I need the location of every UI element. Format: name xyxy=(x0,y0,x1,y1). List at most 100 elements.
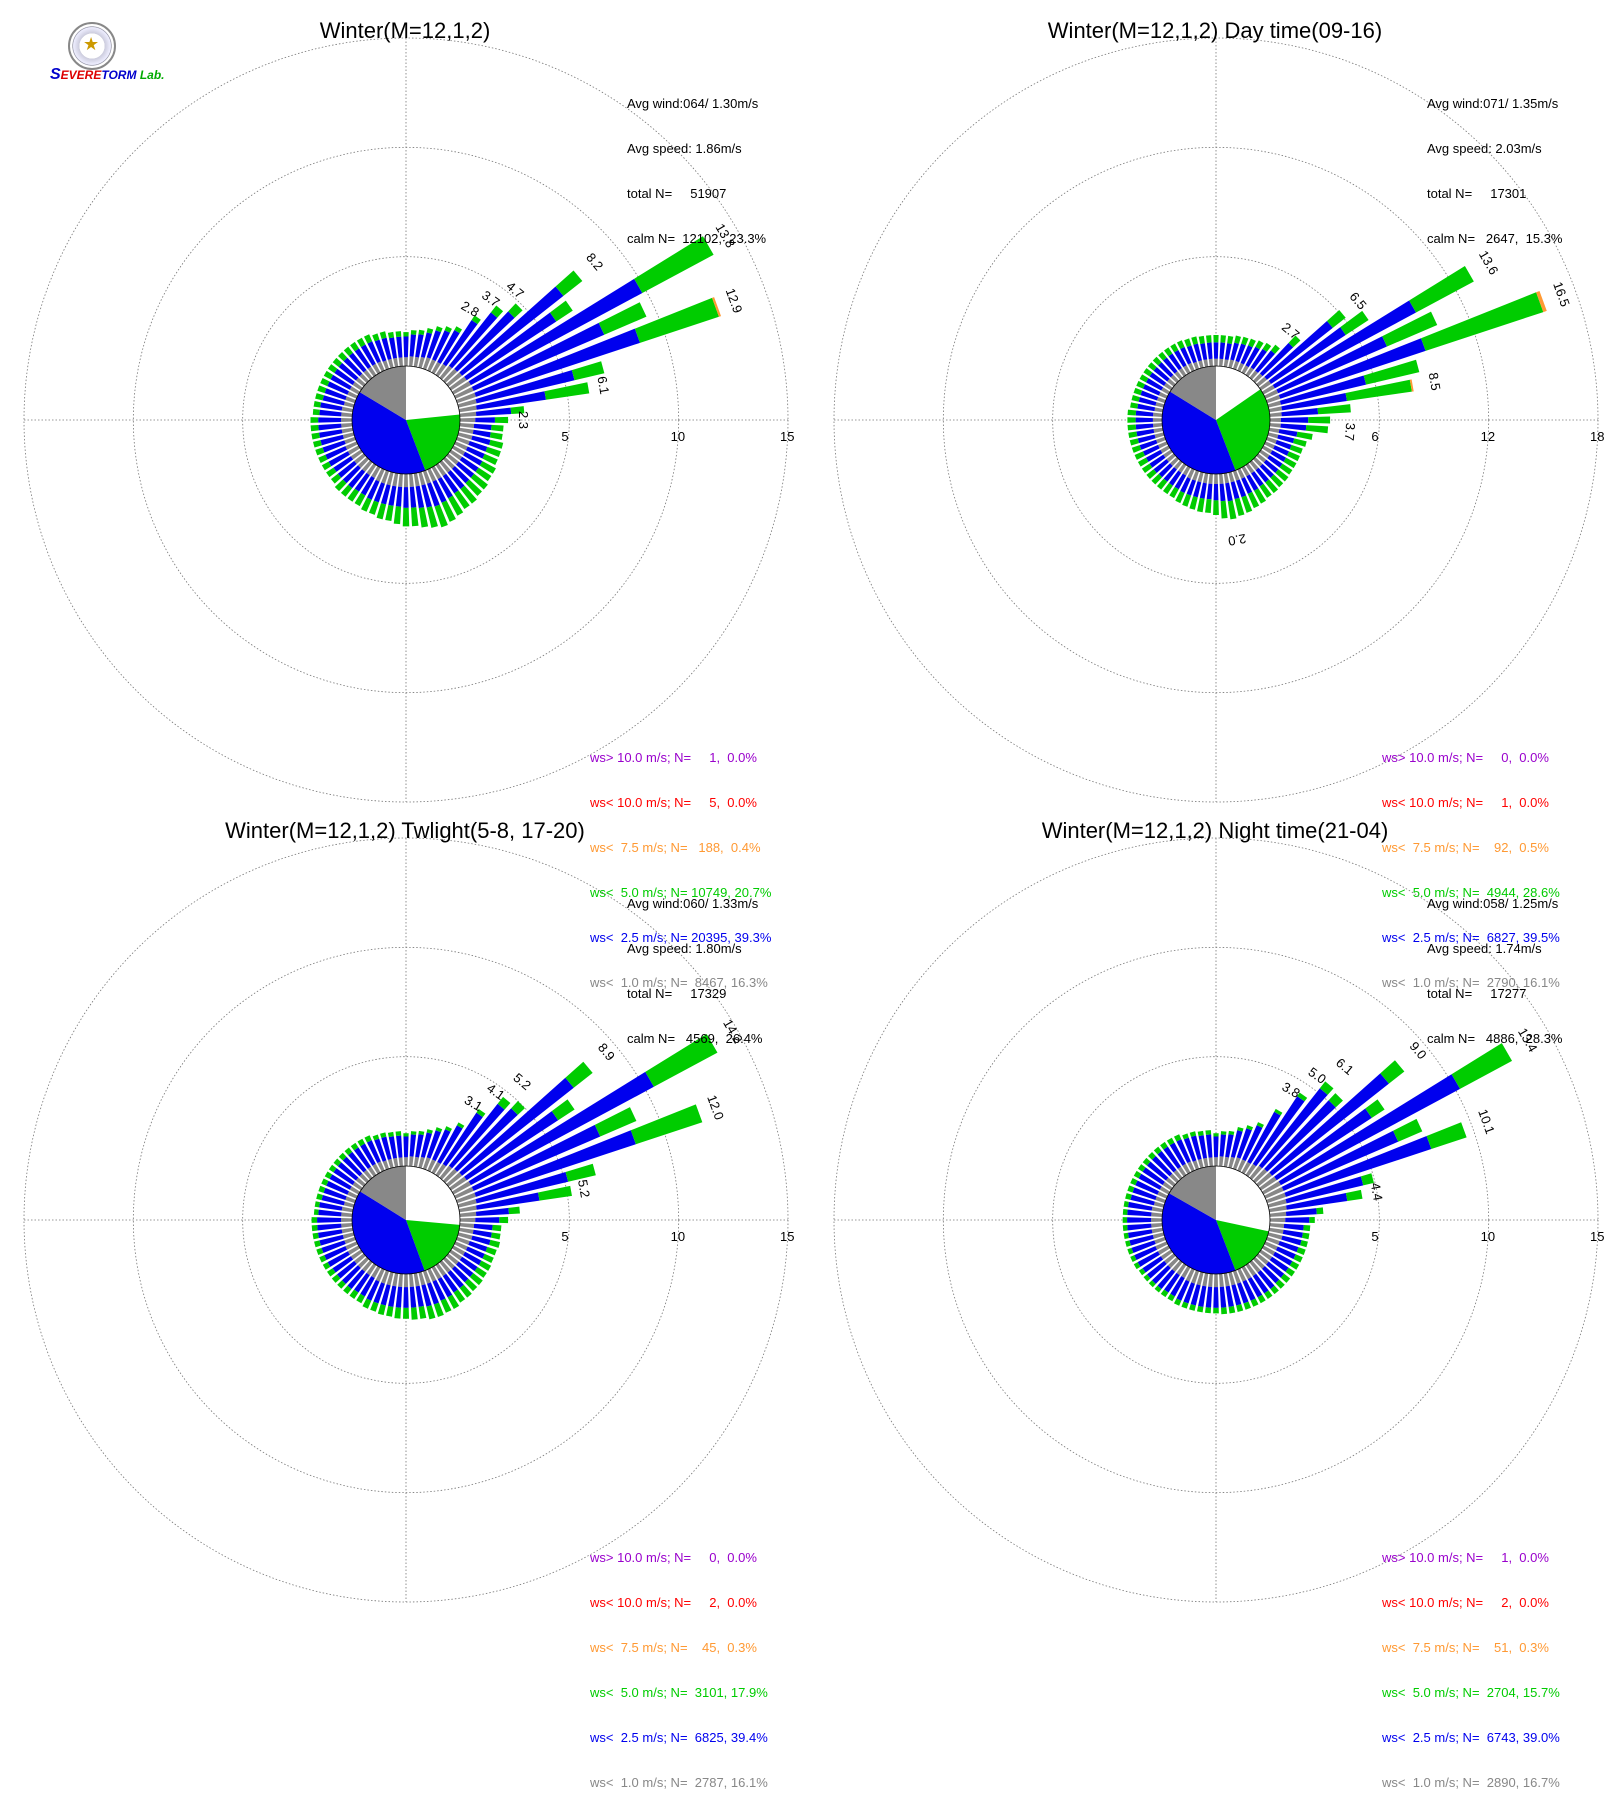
stat-total-n: total N= 51907 xyxy=(627,186,727,201)
bar-segment-lt2-5 xyxy=(1163,1146,1181,1169)
bar-segment-lt2-5 xyxy=(1199,482,1207,499)
bar-segment-lt2-5 xyxy=(338,362,359,381)
bar-segment-lt2-5 xyxy=(1137,434,1156,444)
bar-segment-lt1 xyxy=(1223,1156,1230,1168)
bar-value-label: 3.7 xyxy=(1342,422,1359,441)
bar-value-label: 6.1 xyxy=(1333,1055,1356,1078)
bar-segment-lt2-5 xyxy=(427,482,440,507)
stat-avg-wind: Avg wind:058/ 1.25m/s xyxy=(1427,896,1559,911)
bar-segment-lt5 xyxy=(379,331,387,339)
bar-value-label: 16.5 xyxy=(1550,280,1573,309)
bar-segment-lt5 xyxy=(1380,1060,1405,1084)
bar-segment-lt2-5 xyxy=(475,370,575,404)
bar-value-label: 6.1 xyxy=(594,375,612,395)
bar-segment-lt1 xyxy=(1266,1236,1280,1245)
bar-segment-lt2-5 xyxy=(1276,336,1387,394)
bar-segment-lt5 xyxy=(508,1206,520,1215)
bar-segment-lt2-5 xyxy=(1131,1240,1156,1253)
ring-tick-label: 15 xyxy=(780,1229,794,1244)
bar-value-label: 4.4 xyxy=(1368,1181,1386,1201)
bar-segment-lt1 xyxy=(403,473,409,488)
bar-segment-lt1 xyxy=(1232,1270,1241,1284)
bar-segment-lt2-5 xyxy=(1127,1223,1152,1231)
bar-segment-lt2-5 xyxy=(1183,1282,1195,1304)
bar-segment-lt2-5 xyxy=(319,409,342,417)
calm-outline xyxy=(351,1165,461,1275)
bar-segment-lt1 xyxy=(341,1227,354,1234)
bar-segment-lt1 xyxy=(413,356,420,368)
bar-segment-lt5 xyxy=(1236,1304,1244,1312)
bar-segment-lt2-5 xyxy=(1252,1096,1305,1167)
bar-segment-lt1 xyxy=(457,432,473,440)
bar-segment-lt5 xyxy=(1147,362,1157,371)
bar-segment-lt1 xyxy=(1228,1156,1235,1169)
bar-segment-lt1 xyxy=(1173,460,1183,470)
pie-slice-lt1 xyxy=(1170,366,1216,420)
bar-segment-lt5 xyxy=(1241,495,1253,513)
bar-segment-lt1 xyxy=(456,1236,470,1245)
bar-segment-lt1 xyxy=(439,365,453,380)
bar-segment-lt1 xyxy=(1169,1173,1180,1184)
bar-segment-lt1 xyxy=(387,358,394,369)
bar-segment-lt2-5 xyxy=(329,1174,352,1190)
bar-segment-lt2-5 xyxy=(1149,454,1166,468)
bar-segment-lt1 xyxy=(1181,1265,1191,1279)
bar-segment-lt5 xyxy=(1283,457,1297,469)
bar-segment-lt2-5 xyxy=(336,1260,357,1279)
bar-segment-lt5 xyxy=(1123,1232,1129,1240)
calm-outline xyxy=(1161,1165,1271,1275)
bar-segment-lt1 xyxy=(1162,1181,1173,1191)
bar-segment-lt2-5 xyxy=(1236,1128,1252,1159)
stat-calm-n: calm N= 12102, 23.3% xyxy=(627,231,767,246)
bar-segment-lt1 xyxy=(1252,456,1263,467)
bar-segment-lt2-5 xyxy=(354,472,370,492)
bar-segment-lt5 xyxy=(1197,497,1205,513)
bar-segment-lt5 xyxy=(1296,431,1313,440)
legend-entry-lt7-5: ws< 7.5 m/s; N= 188, 0.4% xyxy=(590,840,761,855)
bar-segment-lt2-5 xyxy=(432,1129,451,1162)
bar-segment-lt5 xyxy=(1154,1285,1162,1293)
bar-segment-lt1 xyxy=(1193,361,1200,370)
bar-segment-lt1 xyxy=(1208,473,1213,484)
bar-segment-lt1 xyxy=(362,460,373,472)
bar-segment-lt5 xyxy=(321,461,332,471)
bar-segment-lt1 xyxy=(349,1186,361,1195)
bar-segment-lt7-5 xyxy=(1409,379,1414,392)
bar-segment-lt5 xyxy=(1137,457,1149,467)
bar-segment-lt1 xyxy=(1252,1168,1268,1184)
bar-segment-lt5 xyxy=(347,488,360,502)
wind-rose-plot: 5 10 153.85.0 6.19.0 13.410.14.4 xyxy=(833,837,1604,1603)
bar-segment-lt1 xyxy=(1245,1263,1257,1277)
bar-segment-lt5 xyxy=(435,326,443,333)
stat-calm-n: calm N= 4569, 26.4% xyxy=(627,1031,763,1046)
bar-segment-lt2-5 xyxy=(468,1241,488,1252)
bar-segment-lt1 xyxy=(363,1169,373,1180)
bar-segment-lt2-5 xyxy=(1138,1173,1162,1190)
bar-segment-lt5 xyxy=(1393,1118,1423,1142)
bar-segment-lt1 xyxy=(1158,392,1168,399)
bar-segment-lt2-5 xyxy=(319,1234,344,1246)
bar-segment-lt5 xyxy=(393,506,402,525)
ring-tick-label: 15 xyxy=(1590,1229,1604,1244)
bar-segment-lt1 xyxy=(1152,423,1163,428)
bar-segment-lt2-5 xyxy=(1168,470,1182,486)
chart-title: Winter(M=12,1,2) Twlight(5-8, 17-20) xyxy=(225,818,585,843)
bar-segment-lt5 xyxy=(1234,497,1245,517)
bar-segment-lt1 xyxy=(375,1268,385,1282)
bar-segment-lt5 xyxy=(1317,404,1351,415)
bar-segment-lt5 xyxy=(1305,425,1329,434)
bar-segment-lt2-5 xyxy=(1278,429,1298,437)
bar-segment-lt1 xyxy=(442,1168,458,1184)
bar-segment-lt5 xyxy=(410,330,417,335)
bar-segment-lt1 xyxy=(457,1232,473,1240)
bar-segment-lt5 xyxy=(1316,1207,1324,1215)
bar-segment-lt1 xyxy=(355,377,366,387)
bar-segment-lt1 xyxy=(1182,1163,1191,1175)
bar-segment-lt2-5 xyxy=(432,330,450,362)
bar-segment-lt1 xyxy=(355,1177,366,1187)
bar-segment-lt5 xyxy=(343,346,353,357)
bar-segment-lt1 xyxy=(377,1161,385,1172)
bar-segment-lt1 xyxy=(459,423,475,429)
bar-segment-lt1 xyxy=(1237,468,1245,479)
bar-segment-lt2-5 xyxy=(395,1286,403,1308)
